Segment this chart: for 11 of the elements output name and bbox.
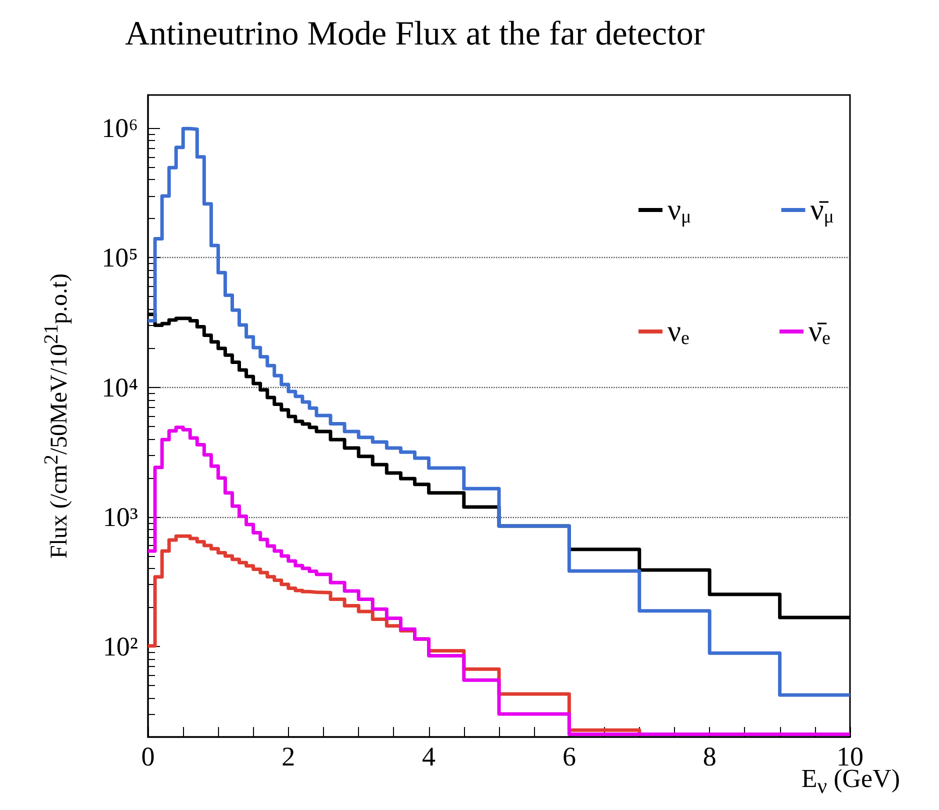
y-tick-label: 10² <box>102 631 138 662</box>
x-tick-label: 6 <box>562 742 576 772</box>
x-tick-label: 8 <box>702 742 716 772</box>
y-tick-label: 10⁴ <box>102 372 138 402</box>
x-tick-label: 4 <box>422 742 436 772</box>
y-tick-label: 10⁵ <box>102 242 138 273</box>
y-tick-label: 10³ <box>102 502 138 532</box>
y-tick-label: 10⁶ <box>102 113 138 144</box>
chart-title: Antineutrino Mode Flux at the far detector <box>125 16 706 52</box>
x-tick-label: 0 <box>141 742 155 772</box>
x-tick-label: 2 <box>282 742 296 772</box>
